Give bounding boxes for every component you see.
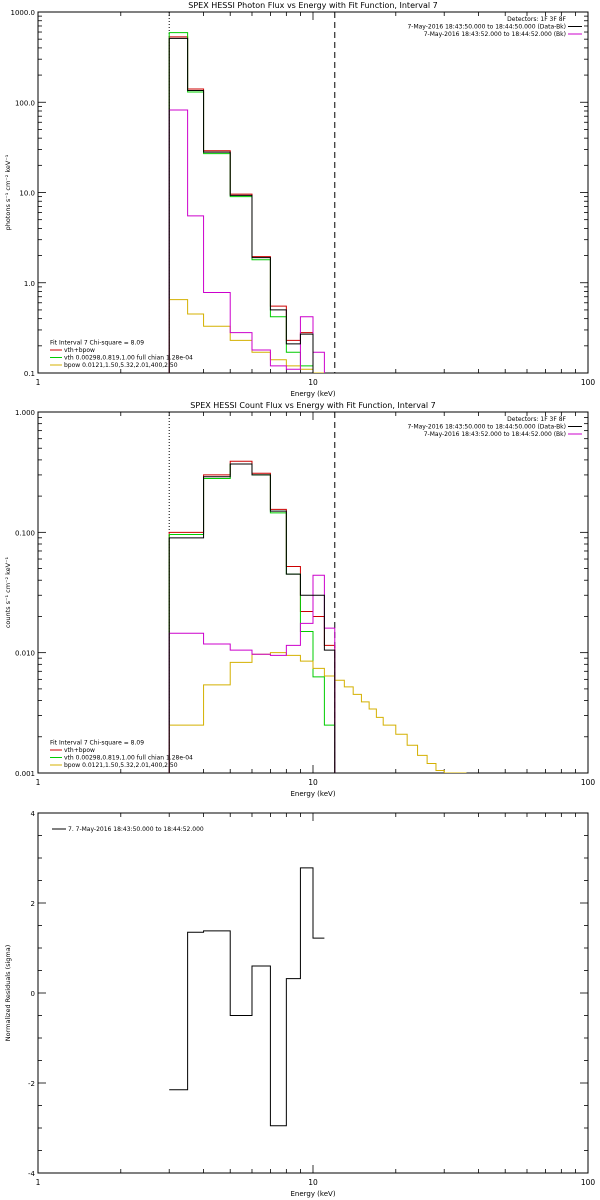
y-axis: 0.1 1.0 10.0 100.0 1000.0 photons s⁻¹ cm⁻² ke…: [4, 9, 588, 378]
x-tick-label: 100: [581, 378, 596, 387]
legend-entry: Fit Interval 7 Chi-square = 8.09: [50, 340, 144, 347]
plot-frame: [37, 812, 589, 1174]
y-tick-label: 1.000: [15, 409, 35, 417]
chart-panel-1: 1 10 100 Energy (keV) 0.1 1.0 10.0 100.0 1000.0 p…: [4, 1, 595, 398]
vth-bpow-series-line: [168, 460, 336, 773]
residuals-series-line: [169, 867, 325, 1127]
series-group: [168, 460, 467, 773]
series-group: [169, 867, 325, 1127]
y-axis: -4 -2 0 2 4 Normalized Residuals (sigma): [4, 810, 588, 1178]
y-axis-label: photons s⁻¹ cm⁻² keV⁻¹: [4, 154, 12, 230]
x-axis: 1 10 100 Energy (keV): [36, 412, 596, 798]
y-tick-label: -2: [28, 1080, 35, 1088]
y-axis-label: Normalized Residuals (sigma): [4, 945, 12, 1042]
y-tick-label: 10.0: [19, 190, 35, 198]
y-tick-label: 1.0: [24, 280, 35, 288]
x-tick-label: 100: [581, 1178, 596, 1187]
legend-entry: vth 0.00298,0.819,1.00 full chian 1.28e-…: [64, 355, 193, 362]
legend-entry: Fit Interval 7 Chi-square = 8.09: [50, 740, 144, 747]
legend-entry: 7-May-2016 18:43:50.000 to 18:44:50.000 …: [407, 424, 566, 431]
legend-bottom-left: Fit Interval 7 Chi-square = 8.09vth+bpow…: [50, 340, 193, 369]
legend-bottom-left: Fit Interval 7 Chi-square = 8.09vth+bpow…: [50, 740, 193, 769]
legend-entry: Detectors: 1F 3F 8F: [507, 16, 566, 23]
legend-top-left: 7. 7-May-2016 18:43:50.000 to 18:44:52.0…: [52, 826, 204, 833]
legend-entry: 7-May-2016 18:43:52.000 to 18:44:52.000 …: [424, 31, 566, 38]
y-tick-label: 4: [31, 810, 36, 818]
x-axis-label: Energy (keV): [290, 1190, 335, 1198]
y-tick-label: 100.0: [15, 99, 35, 107]
chart-title: SPEX HESSI Count Flux vs Energy with Fit…: [190, 401, 435, 410]
legend-top-right: Detectors: 1F 3F 8F7-May-2016 18:43:50.0…: [407, 416, 582, 438]
x-axis: 1 10 100 Energy (keV): [36, 813, 596, 1198]
bk-series-line: [168, 109, 325, 373]
vth-series-line: [168, 463, 336, 773]
bpow-series-line: [168, 652, 467, 773]
legend-entry: 7. 7-May-2016 18:43:50.000 to 18:44:52.0…: [68, 826, 204, 833]
y-tick-label: 0.100: [15, 529, 35, 537]
x-tick-label: 1: [36, 378, 41, 387]
legend-entry: vth+bpow: [64, 747, 95, 754]
legend-entry: bpow 0.0121,1.50,5.32,2.01,400,2.50: [64, 362, 178, 369]
y-tick-label: 1000.0: [11, 9, 36, 17]
vth-series-line: [168, 32, 314, 373]
legend-top-right: Detectors: 1F 3F 8F7-May-2016 18:43:50.0…: [407, 16, 582, 38]
y-tick-label: 0: [31, 990, 35, 998]
x-tick-label: 1: [36, 778, 41, 787]
legend-entry: vth 0.00298,0.819,1.00 full chian 1.28e-…: [64, 755, 193, 762]
x-tick-label: 10: [308, 1178, 318, 1187]
vth-bpow-series-line: [168, 36, 314, 373]
x-tick-label: 10: [308, 778, 318, 787]
x-axis: 1 10 100 Energy (keV): [36, 12, 596, 398]
y-tick-label: 2: [31, 900, 35, 908]
legend-entry: 7-May-2016 18:43:52.000 to 18:44:52.000 …: [424, 431, 566, 438]
legend-entry: vth+bpow: [64, 347, 95, 354]
y-tick-label: 0.1: [24, 370, 35, 378]
y-tick-label: 0.010: [15, 650, 35, 658]
bk-series-line: [168, 574, 336, 773]
y-tick-label: -4: [28, 1170, 36, 1178]
legend-entry: 7-May-2016 18:43:50.000 to 18:44:50.000 …: [407, 24, 566, 31]
chart-panel-2: 1 10 100 Energy (keV) 0.001 0.010 0.100 1.000 co…: [4, 401, 595, 798]
bpow-series-line: [168, 299, 325, 373]
legend-entry: bpow 0.0121,1.50,5.32,2.01,400,2.50: [64, 762, 178, 769]
x-axis-label: Energy (keV): [290, 790, 335, 798]
y-axis-label: counts s⁻¹ cm⁻² keV⁻¹: [4, 556, 12, 628]
y-tick-label: 0.001: [15, 770, 35, 778]
y-axis: 0.001 0.010 0.100 1.000 counts s⁻¹ cm⁻² keV⁻…: [4, 409, 588, 778]
legend-entry: Detectors: 1F 3F 8F: [507, 416, 566, 423]
data-bk-series-line: [168, 37, 314, 373]
x-tick-label: 1: [36, 1178, 41, 1187]
data-bk-series-line: [168, 463, 336, 773]
chart-panel-3: 1 10 100 Energy (keV) -4 -2 0 2 4 Normalized Resi…: [4, 810, 595, 1198]
series-group: [168, 32, 325, 373]
x-tick-label: 10: [308, 378, 318, 387]
x-tick-label: 100: [581, 778, 596, 787]
chart-title: SPEX HESSI Photon Flux vs Energy with Fi…: [188, 1, 438, 10]
x-axis-label: Energy (keV): [290, 390, 335, 398]
